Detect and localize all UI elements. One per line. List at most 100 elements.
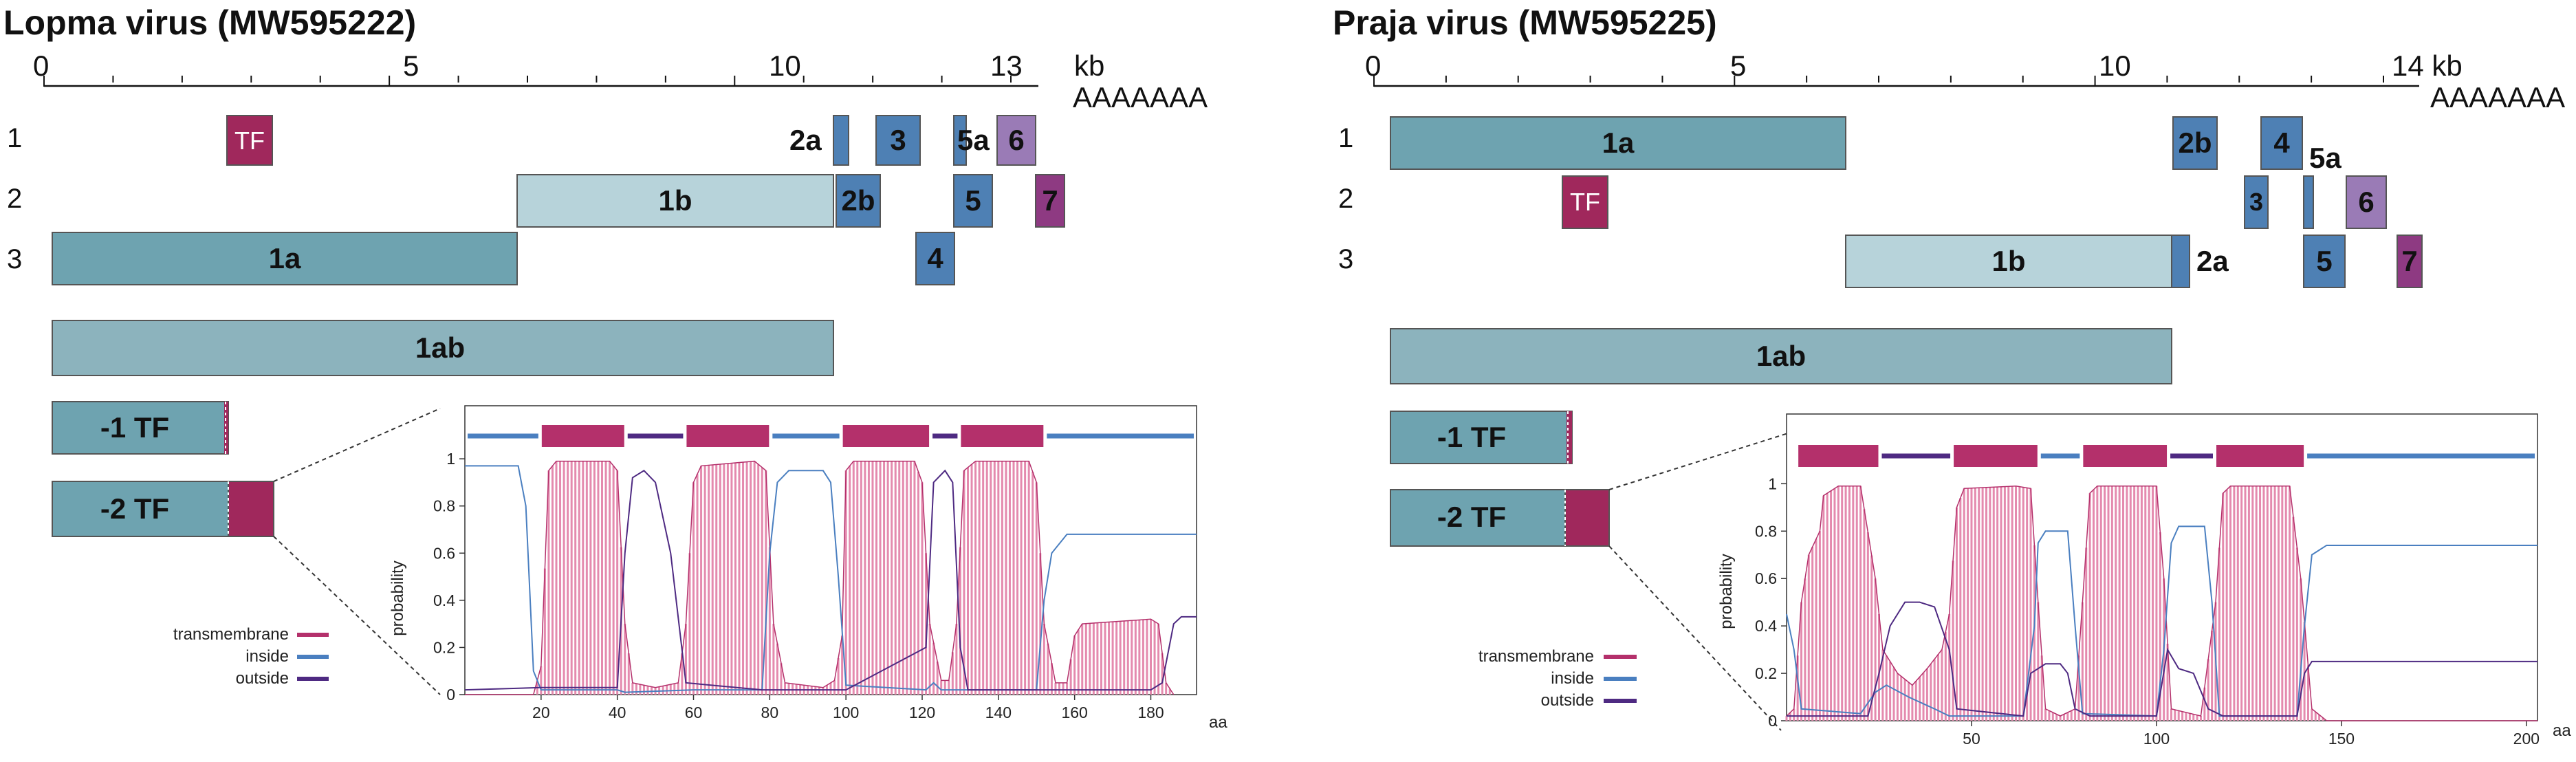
- svg-text:1ab: 1ab: [1756, 340, 1806, 372]
- scale-ticks: [43, 76, 1012, 87]
- svg-text:1b: 1b: [658, 184, 692, 217]
- orf-4: 4: [2260, 116, 2303, 170]
- scale-tick-label: 5: [403, 50, 419, 82]
- scale-tick-label: 5: [1730, 50, 1746, 82]
- frame-label: 1: [7, 123, 22, 153]
- scale-tick-label: 13: [990, 50, 1023, 82]
- orf-3: 3: [875, 115, 921, 166]
- orf-1a: 1a: [52, 232, 518, 285]
- orf-6: 6: [2346, 175, 2387, 229]
- orf-7: 7: [2397, 235, 2423, 288]
- zoom-line: [273, 408, 441, 482]
- y-tick-label: 0.2: [1755, 664, 1777, 682]
- topology-transmembrane: [959, 424, 1045, 448]
- orf-tf: TF: [226, 115, 273, 166]
- panel-praja: Praja virus (MW595225) 0 5 10 14 kb AAAA…: [1333, 3, 2571, 748]
- topology-transmembrane: [1797, 444, 1880, 468]
- orf-5: 5: [2303, 235, 2346, 288]
- outside-line: [1787, 601, 2537, 717]
- x-tick-label: 80: [761, 704, 779, 721]
- svg-text:-2 TF: -2 TF: [1437, 501, 1506, 533]
- svg-text:3: 3: [890, 124, 906, 156]
- topology-transmembrane: [540, 424, 626, 448]
- orf-2a: 2a: [2171, 235, 2229, 288]
- x-tick-label: 160: [1061, 704, 1087, 721]
- y-tick-label: 0.4: [433, 591, 455, 609]
- svg-text:1a: 1a: [1602, 127, 1635, 159]
- svg-text:4: 4: [2273, 127, 2290, 159]
- orf-3: 3: [2244, 175, 2269, 229]
- polyprotein-1ab: 1ab: [52, 320, 834, 376]
- orf-2b: 2b: [2172, 116, 2218, 170]
- svg-text:4: 4: [927, 242, 943, 274]
- y-tick-label: 0.4: [1755, 617, 1777, 635]
- topology-transmembrane: [2215, 444, 2306, 468]
- x-tick-label: 200: [2513, 730, 2540, 748]
- svg-text:-1 TF: -1 TF: [1437, 421, 1506, 453]
- scale-tick-label: 10: [769, 50, 801, 82]
- legend-label: inside: [1551, 669, 1594, 688]
- topology-transmembrane: [685, 424, 771, 448]
- x-tick-label: 150: [2328, 730, 2355, 748]
- poly-a-tail: AAAAAAA: [1073, 81, 1208, 113]
- scale-unit-label: kb: [1074, 50, 1104, 82]
- orf-2a: 2a: [789, 115, 849, 166]
- genome-scale: 0 5 10 14 kb AAAAAAA: [1365, 50, 2565, 113]
- orf-7: 7: [1035, 174, 1065, 228]
- frameshift-minus1-tf: -1 TF: [1390, 411, 1573, 464]
- orf-5: 5: [953, 174, 993, 228]
- y-tick-label: 0.6: [433, 544, 455, 562]
- topology-transmembrane: [841, 424, 931, 448]
- legend-label: outside: [236, 669, 289, 688]
- x-tick-label: 100: [833, 704, 859, 721]
- svg-text:1b: 1b: [1991, 245, 2025, 277]
- legend-label: outside: [1541, 691, 1594, 710]
- x-tick-label: 180: [1137, 704, 1164, 721]
- frameshift-minus2-tf: -2 TF: [1390, 489, 1610, 547]
- poly-a-tail: AAAAAAA: [2430, 81, 2565, 113]
- svg-text:7: 7: [1042, 184, 1058, 217]
- svg-text:5: 5: [965, 184, 981, 217]
- panel-title: Praja virus (MW595225): [1333, 3, 1717, 42]
- orf-1b: 1b: [516, 174, 834, 228]
- scale-tick-label: 0: [33, 50, 49, 82]
- frame-label: 1: [1338, 123, 1353, 153]
- frameshift-minus2-tf: -2 TF: [52, 481, 274, 537]
- orf-2b: 2b: [836, 174, 881, 228]
- svg-text:2b: 2b: [841, 184, 875, 217]
- scale-unit-label: 14 kb: [2392, 50, 2463, 82]
- y-axis-title: probability: [1717, 554, 1736, 629]
- svg-text:5a: 5a: [2309, 142, 2342, 174]
- svg-text:7: 7: [2401, 245, 2417, 277]
- svg-text:2b: 2b: [2178, 127, 2212, 159]
- svg-text:2a: 2a: [2196, 245, 2229, 277]
- svg-text:-2 TF: -2 TF: [100, 492, 169, 525]
- transmembrane-line: [465, 460, 1175, 695]
- legend-label: transmembrane: [173, 625, 289, 644]
- outside-line: [464, 469, 1197, 691]
- x-tick-label: 120: [909, 704, 935, 721]
- plot-frame: [1786, 413, 2538, 721]
- y-tick-label: 0.8: [1755, 522, 1777, 540]
- frame-label: 3: [7, 244, 22, 274]
- legend: transmembrane inside outside: [173, 625, 329, 688]
- x-tick-label: 50: [1963, 730, 1980, 748]
- svg-text:3: 3: [2249, 188, 2263, 216]
- y-axis-title: probability: [389, 560, 407, 635]
- transmembrane-line: [1786, 486, 2537, 721]
- polyprotein-1ab: 1ab: [1390, 328, 2172, 384]
- legend-label: transmembrane: [1478, 647, 1594, 666]
- scale-tick-label: 10: [2099, 50, 2131, 82]
- frameshift-minus1-tf: -1 TF: [52, 401, 229, 455]
- y-tick-label: 1: [1768, 475, 1777, 492]
- svg-text:6: 6: [2358, 186, 2374, 218]
- scale-ticks: [1373, 76, 2384, 87]
- frame-label: 3: [1338, 244, 1353, 274]
- topology-transmembrane: [1952, 444, 2039, 468]
- svg-text:5a: 5a: [957, 124, 990, 156]
- x-tick-label: 20: [532, 704, 550, 721]
- svg-text:1ab: 1ab: [415, 331, 465, 364]
